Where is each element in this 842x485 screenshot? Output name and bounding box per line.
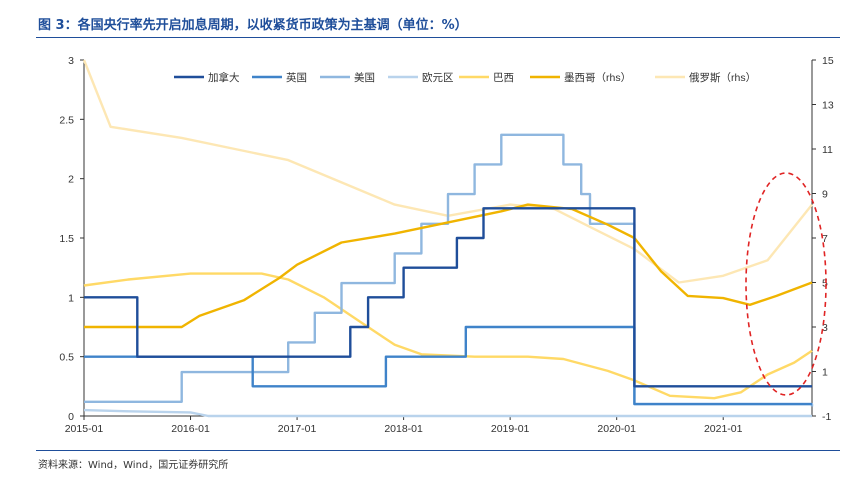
y-right-tick-label: 5 xyxy=(822,278,828,290)
legend-label: 俄罗斯（rhs） xyxy=(689,71,756,84)
legend-label: 加拿大 xyxy=(208,71,240,84)
x-tick-label: 2020-01 xyxy=(597,423,636,435)
legend-label: 欧元区 xyxy=(422,72,454,84)
y-right-tick-label: 3 xyxy=(822,322,828,334)
series-line-0 xyxy=(84,207,812,388)
y-left-tick-label: 2.5 xyxy=(59,114,74,126)
y-left-tick-label: 1.5 xyxy=(59,233,74,245)
legend-label: 英国 xyxy=(286,71,307,84)
series-line-2 xyxy=(84,133,814,407)
x-tick-label: 2018-01 xyxy=(384,423,423,435)
highlight-ellipse xyxy=(745,172,827,396)
x-tick-label: 2021-01 xyxy=(704,423,743,435)
y-left-tick-label: 0 xyxy=(68,411,74,423)
y-left-tick-label: 1 xyxy=(68,292,74,304)
y-left-tick-label: 0.5 xyxy=(59,352,74,364)
y-right-tick-label: -1 xyxy=(822,411,831,423)
x-tick-label: 2015-01 xyxy=(65,423,104,435)
series-line-4 xyxy=(83,272,813,400)
x-tick-label: 2017-01 xyxy=(278,423,317,435)
y-left-tick-label: 3 xyxy=(68,55,74,67)
legend-label: 墨西哥（rhs） xyxy=(564,72,631,84)
legend-label: 美国 xyxy=(354,71,375,84)
series-line-1 xyxy=(84,325,812,406)
y-right-tick-label: 1 xyxy=(822,367,828,379)
x-tick-label: 2016-01 xyxy=(171,423,210,435)
y-right-tick-label: 11 xyxy=(822,144,833,156)
title-divider xyxy=(36,37,840,38)
series-line-6 xyxy=(82,59,813,284)
series-layer xyxy=(82,59,814,418)
chart-legend: 加拿大 英国 美国 欧元区 巴西 墨西哥（rhs） 俄罗斯（rhs） xyxy=(174,71,756,84)
legend-label: 巴西 xyxy=(493,72,514,84)
series-line-3 xyxy=(83,408,812,418)
chart-axes: 2015-01 2016-01 2017-01 2018-01 2019-01 2020-… xyxy=(59,55,833,435)
chart-title: 图 3：各国央行率先开启加息周期，以收紧货币政策为主基调（单位：%） xyxy=(38,18,468,33)
y-right-tick-label: 9 xyxy=(822,189,828,201)
y-right-tick-label: 13 xyxy=(822,100,834,112)
x-tick-label: 2019-01 xyxy=(491,423,530,435)
y-right-tick-label: 15 xyxy=(822,55,834,67)
series-line-5 xyxy=(84,203,813,329)
footer-divider xyxy=(36,450,840,451)
source-note: 资料来源：Wind，Wind，国元证券研究所 xyxy=(38,460,229,471)
y-right-tick-label: 7 xyxy=(822,233,828,245)
y-left-tick-label: 2 xyxy=(68,174,74,186)
